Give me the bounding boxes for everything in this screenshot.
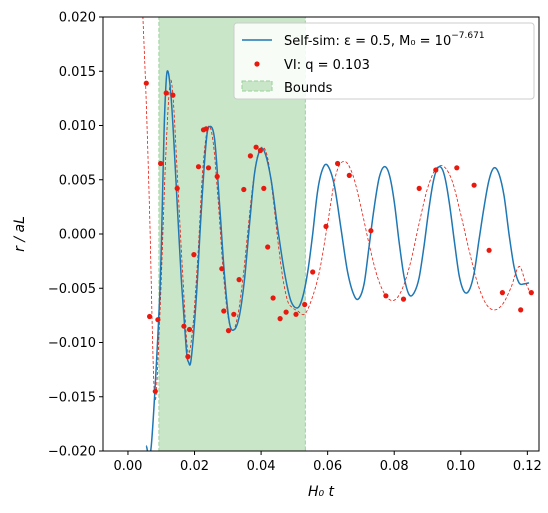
y-tick-label: 0.005 — [59, 173, 96, 188]
vi-point — [471, 182, 477, 188]
legend: Self-sim: ε = 0.5, M₀ = 10−7.671 VI: q =… — [233, 22, 535, 100]
vi-point — [261, 185, 267, 191]
x-tick-label: 0.04 — [247, 459, 276, 474]
x-tick-label: 0.08 — [380, 459, 409, 474]
vi-point — [335, 160, 341, 167]
vi-point — [203, 126, 209, 132]
legend-label-vi: VI: q = 0.103 — [284, 58, 370, 73]
vi-point — [253, 144, 259, 150]
legend-label-self-sim: Self-sim: ε = 0.5, M₀ = 10−7.671 — [284, 31, 485, 49]
x-tick-label: 0.02 — [180, 459, 209, 474]
vi-point — [231, 311, 237, 317]
vi-point — [454, 165, 460, 171]
legend-swatch-bounds — [241, 80, 273, 92]
vi-point — [174, 185, 180, 191]
y-tick-label: 0.015 — [59, 65, 96, 80]
legend-label-bounds: Bounds — [284, 81, 333, 96]
vi-point — [155, 317, 161, 323]
vi-point — [486, 247, 492, 253]
vi-point — [241, 186, 247, 193]
vi-point — [383, 293, 389, 299]
vi-point — [323, 223, 329, 229]
vi-point — [270, 295, 276, 301]
vi-point — [400, 296, 407, 302]
vi-point — [185, 354, 191, 360]
series-layer — [142, 17, 534, 451]
vi-point — [302, 301, 308, 308]
vi-point — [265, 244, 271, 250]
y-tick-label: −0.020 — [48, 445, 96, 460]
vi-point — [158, 160, 164, 167]
y-axis-label: r / aL — [12, 216, 28, 252]
x-tick-label: 0.12 — [513, 459, 542, 474]
vi-point — [528, 290, 534, 296]
vi-point — [219, 266, 225, 272]
vi-point — [368, 228, 374, 234]
vi-point — [163, 90, 169, 96]
vi-point — [225, 328, 232, 334]
y-tick-label: 0.020 — [59, 11, 96, 26]
vi-point — [214, 173, 220, 180]
vi-point — [186, 326, 193, 333]
x-axis-label: H₀ t — [308, 484, 335, 500]
y-tick-label: 0.010 — [59, 119, 96, 134]
vi-point — [416, 185, 422, 191]
vi-point — [181, 323, 187, 329]
y-tick-label: 0.000 — [59, 228, 96, 243]
vi-point — [310, 269, 316, 275]
vi-point — [191, 252, 197, 258]
vi-point — [143, 80, 149, 86]
x-tick-label: 0.06 — [313, 459, 342, 474]
x-tick-label: 0.10 — [446, 459, 475, 474]
vi-point — [499, 290, 505, 296]
vi-point — [433, 167, 439, 173]
vi-point — [346, 172, 352, 178]
vi-point — [518, 307, 524, 313]
vi-point — [152, 388, 158, 394]
vi-point — [170, 92, 176, 98]
y-tick-label: −0.015 — [48, 390, 96, 405]
y-tick-label: −0.010 — [48, 336, 96, 351]
vi-point — [257, 147, 263, 154]
legend-box — [233, 22, 535, 100]
vi-point — [205, 165, 212, 171]
y-tick-label: −0.005 — [48, 282, 96, 297]
self-sim-line — [145, 70, 530, 451]
x-axis-ticks: 0.00 0.02 0.04 0.06 0.08 0.10 0.12 — [113, 451, 542, 474]
x-tick-label: 0.00 — [113, 459, 142, 474]
vi-point — [283, 309, 289, 315]
vi-point — [147, 313, 153, 320]
legend-swatch-vi — [254, 61, 260, 67]
vi-point — [195, 164, 202, 170]
y-axis-ticks: −0.020 −0.015 −0.010 −0.005 0.000 0.005 0.010 0… — [48, 11, 103, 460]
vi-point — [221, 308, 227, 314]
vi-point — [247, 153, 253, 159]
vi-dashed-line — [142, 17, 532, 401]
vi-point — [236, 277, 242, 283]
legend-label-self-sim-exponent: −7.671 — [451, 31, 484, 41]
vi-point — [277, 316, 283, 322]
vi-point — [293, 311, 299, 317]
